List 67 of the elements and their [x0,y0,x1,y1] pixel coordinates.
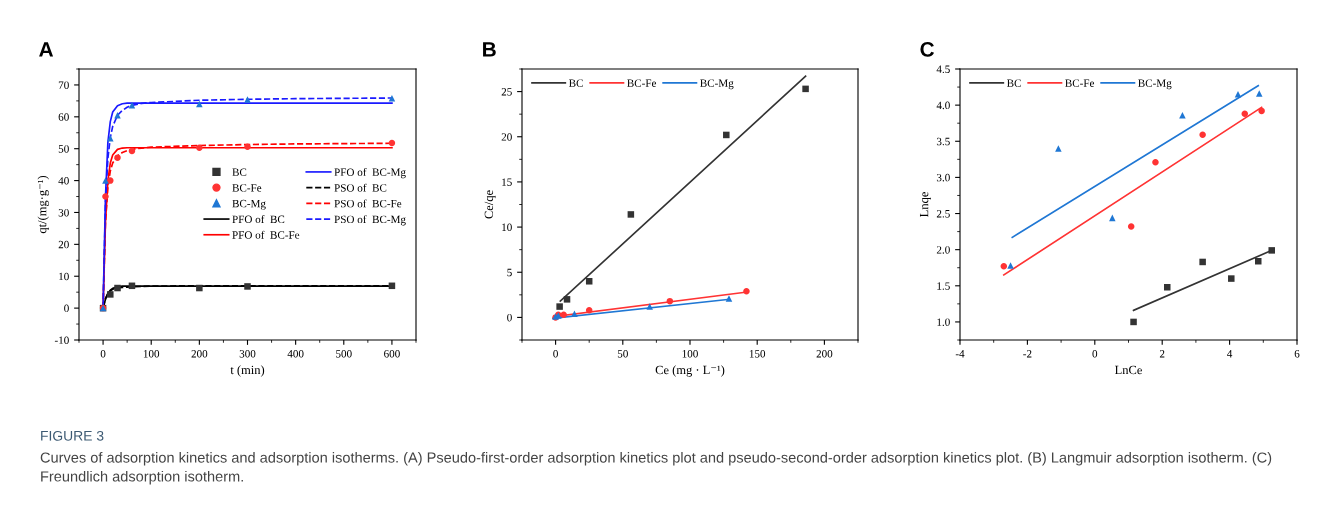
x-axis-title: Ce (mg · L⁻¹) [655,365,725,377]
chart-title: C [920,42,935,57]
legend-label: PSO of BC-Mg [334,215,406,226]
legend-label: PSO of BC [334,183,387,192]
y-tick-label: 5 [507,268,512,277]
x-axis-title: t (min) [230,365,265,377]
y-tick-label: 50 [58,145,69,153]
x-tick-label: 600 [384,350,400,358]
x-tick-label: 300 [239,350,256,358]
legend-label: PFO of BC-Fe [232,230,300,239]
legend-label: BC-Mg [232,199,266,210]
x-tick-label: 200 [191,350,208,358]
y-tick-label: 2.0 [936,246,950,254]
y-tick-label: 0 [64,304,69,313]
y-tick-label: 0 [507,313,512,322]
legend-label: BC [568,79,583,87]
y-tick-label: 30 [58,208,69,217]
y-tick-label: 3.0 [936,173,950,182]
x-tick-label: 0 [1092,350,1098,358]
legend-label: PFO of BC [232,215,285,224]
x-tick-label: 200 [816,350,833,358]
y-tick-label: 25 [501,88,512,96]
legend-label: BC-Fe [627,79,657,87]
x-tick-label: 50 [617,350,628,358]
x-tick-label: 100 [682,350,698,358]
legend-label: BC-Mg [1138,79,1172,90]
legend-label: BC-Fe [232,184,262,192]
y-tick-label: 60 [58,113,69,121]
y-tick-label: 1.0 [937,318,950,326]
text: Curves of adsorption kinetics and adsorption isotherms. (A) Pseudo-first-order adsorption kinetics plot and pseudo-second-order adsorption kinetics plot. (B) Langmuir adsorption isotherm. (C) Freundlich adsorption isotherm. [40,452,1272,485]
y-tick-label: 10 [59,272,69,281]
legend-label: BC-Mg [700,79,734,90]
y-axis-title: Lnqe [919,192,931,217]
x-tick-label: -2 [1023,350,1032,358]
y-axis-title: qt/(mg·g⁻¹) [37,175,49,234]
y-tick-label: 1.5 [937,282,950,290]
y-tick-label: 4.5 [936,65,950,74]
y-tick-label: 2.5 [936,210,950,218]
legend-label: BC [1006,79,1021,87]
y-tick-label: 15 [502,178,512,186]
chart-title: B [483,42,496,57]
y-tick-label: 70 [58,81,69,89]
x-tick-label: 500 [336,350,352,358]
x-tick-label: 6 [1294,350,1300,358]
y-tick-label: -10 [54,336,69,344]
x-tick-label: 0 [553,350,558,358]
legend-label: BC [232,168,247,176]
x-tick-label: 400 [287,350,304,358]
y-tick-label: 4.0 [936,101,950,110]
x-tick-label: 2 [1159,350,1165,358]
x-tick-label: 0 [100,350,106,358]
y-tick-label: 3.5 [936,137,950,146]
legend-label: PFO of BC-Mg [334,167,406,179]
caption: FIGURE 3 [41,430,104,441]
legend-label: PSO of BC-Fe [334,199,402,208]
y-tick-label: 20 [501,133,512,141]
y-axis-title: Ce/qe [484,190,496,219]
x-axis-title: LnCe [1114,365,1142,375]
y-tick-label: 10 [502,223,512,232]
legend-label: BC-Fe [1065,79,1095,87]
x-tick-label: 100 [143,350,160,358]
y-tick-label: 40 [58,177,69,185]
x-tick-label: 4 [1227,350,1233,358]
chart-title: A [39,42,54,57]
x-tick-label: 150 [749,350,766,358]
y-tick-label: 20 [58,240,69,249]
x-tick-label: -4 [955,350,965,358]
